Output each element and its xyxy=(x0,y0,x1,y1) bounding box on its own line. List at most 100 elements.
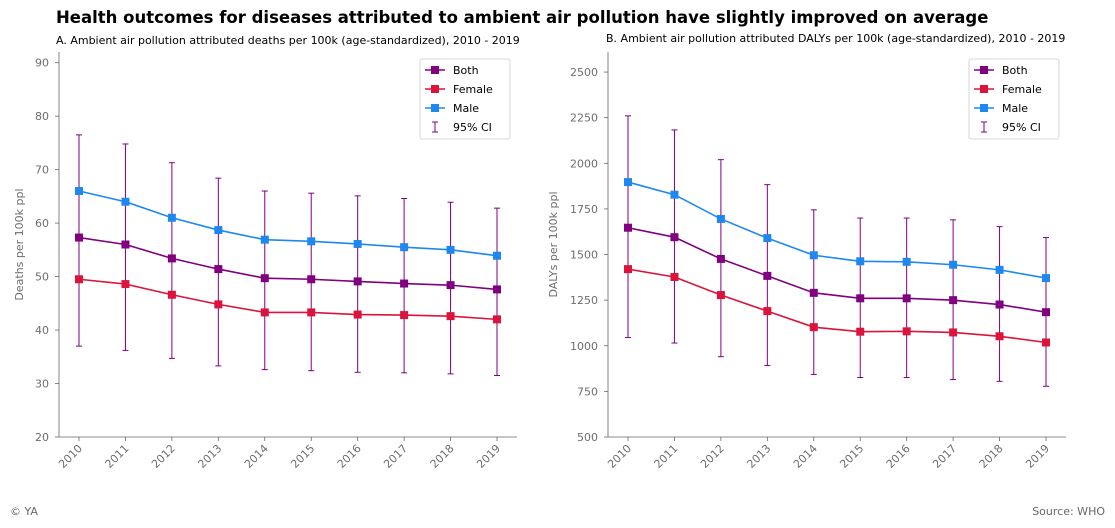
data-point-both xyxy=(260,274,269,283)
y-tick-label: 2000 xyxy=(570,157,598,170)
data-point-male xyxy=(624,178,632,187)
legend-label: Female xyxy=(1002,83,1042,96)
y-tick-label: 30 xyxy=(35,378,49,391)
data-point-male xyxy=(1042,274,1050,283)
y-tick-label: 1250 xyxy=(570,294,598,307)
data-point-female xyxy=(949,328,958,337)
data-point-both xyxy=(670,233,679,242)
x-tick-label: 2019 xyxy=(1023,442,1052,471)
data-point-male xyxy=(763,234,772,243)
x-tick-label: 2014 xyxy=(242,442,271,471)
y-tick-label: 2500 xyxy=(570,66,598,79)
x-tick-label: 2019 xyxy=(474,442,503,471)
data-point-both xyxy=(1042,308,1050,317)
data-point-both xyxy=(307,275,316,284)
data-point-male xyxy=(670,190,679,199)
data-point-female xyxy=(995,332,1004,341)
data-point-both xyxy=(809,288,818,297)
legend-label: Male xyxy=(1002,102,1028,115)
data-point-male xyxy=(75,187,83,196)
x-tick-label: 2017 xyxy=(930,442,959,471)
series-line-female xyxy=(627,268,1047,344)
legend: Both Female Male 95% CI xyxy=(968,58,1060,140)
legend-box xyxy=(968,58,1060,140)
series-line-female xyxy=(78,278,498,321)
data-point-male xyxy=(167,213,176,222)
data-point-female xyxy=(307,308,316,317)
data-point-both xyxy=(763,271,772,280)
y-tick-label: 1000 xyxy=(570,340,598,353)
chart-panel-b: B. Ambient air pollution attributed DALY… xyxy=(547,32,1066,471)
data-point-female xyxy=(121,280,130,289)
data-point-both xyxy=(856,294,865,303)
y-tick-label: 80 xyxy=(35,110,49,123)
legend-label: Both xyxy=(453,64,479,77)
y-tick-label: 60 xyxy=(35,217,49,230)
legend: Both Female Male 95% CI xyxy=(419,58,511,140)
x-tick-label: 2013 xyxy=(744,442,773,471)
legend-label: Male xyxy=(453,102,479,115)
y-axis-label: DALYs per 100k ppl xyxy=(547,191,560,297)
x-tick-label: 2016 xyxy=(884,442,913,471)
data-point-both xyxy=(400,279,409,288)
data-point-female xyxy=(809,323,818,332)
data-point-female xyxy=(1042,338,1050,347)
data-point-female xyxy=(214,300,223,309)
legend-swatch-marker xyxy=(980,85,988,93)
data-point-female xyxy=(75,275,83,284)
data-point-male xyxy=(716,214,725,223)
x-tick-label: 2013 xyxy=(195,442,224,471)
data-point-both xyxy=(995,300,1004,309)
legend-label: 95% CI xyxy=(453,121,492,134)
legend-swatch-marker xyxy=(431,104,439,112)
x-tick-label: 2012 xyxy=(149,442,178,471)
x-tick-label: 2011 xyxy=(652,442,681,471)
panel-title: B. Ambient air pollution attributed DALY… xyxy=(606,32,1065,45)
data-point-male xyxy=(995,265,1004,274)
data-point-female xyxy=(167,290,176,299)
y-axis-label: Deaths per 100k ppl xyxy=(13,188,26,300)
x-tick-label: 2018 xyxy=(977,442,1006,471)
legend-swatch-marker xyxy=(980,66,988,74)
y-tick-label: 1500 xyxy=(570,249,598,262)
x-tick-label: 2016 xyxy=(335,442,364,471)
legend-swatch-marker xyxy=(431,85,439,93)
data-point-female xyxy=(260,308,269,317)
data-point-female xyxy=(446,312,455,321)
footer-credit: © YA xyxy=(10,505,38,518)
data-point-both xyxy=(446,281,455,290)
y-tick-label: 2250 xyxy=(570,112,598,125)
data-point-both xyxy=(167,254,176,263)
y-tick-label: 50 xyxy=(35,271,49,284)
y-tick-label: 1750 xyxy=(570,203,598,216)
data-point-male xyxy=(949,260,958,269)
y-tick-label: 750 xyxy=(577,385,598,398)
x-tick-label: 2015 xyxy=(288,442,317,471)
legend-label: Female xyxy=(453,83,493,96)
legend-swatch-marker xyxy=(980,104,988,112)
data-point-female xyxy=(493,315,501,324)
y-tick-label: 20 xyxy=(35,431,49,444)
data-point-male xyxy=(856,257,865,266)
data-point-female xyxy=(716,291,725,300)
data-point-male xyxy=(307,237,316,246)
data-point-both xyxy=(75,233,83,242)
x-tick-label: 2017 xyxy=(381,442,410,471)
data-point-female xyxy=(624,265,632,274)
data-point-male xyxy=(400,243,409,252)
legend-label: 95% CI xyxy=(1002,121,1041,134)
data-point-both xyxy=(716,254,725,263)
data-point-both xyxy=(493,285,501,294)
series-line-male xyxy=(78,190,498,257)
data-point-male xyxy=(260,235,269,244)
x-tick-label: 2018 xyxy=(428,442,457,471)
data-point-female xyxy=(400,311,409,320)
legend-label: Both xyxy=(1002,64,1028,77)
data-point-male xyxy=(214,226,223,235)
x-tick-label: 2010 xyxy=(605,442,634,471)
legend-swatch-marker xyxy=(431,66,439,74)
data-point-female xyxy=(902,327,911,336)
y-tick-label: 70 xyxy=(35,164,49,177)
y-tick-label: 90 xyxy=(35,57,49,70)
